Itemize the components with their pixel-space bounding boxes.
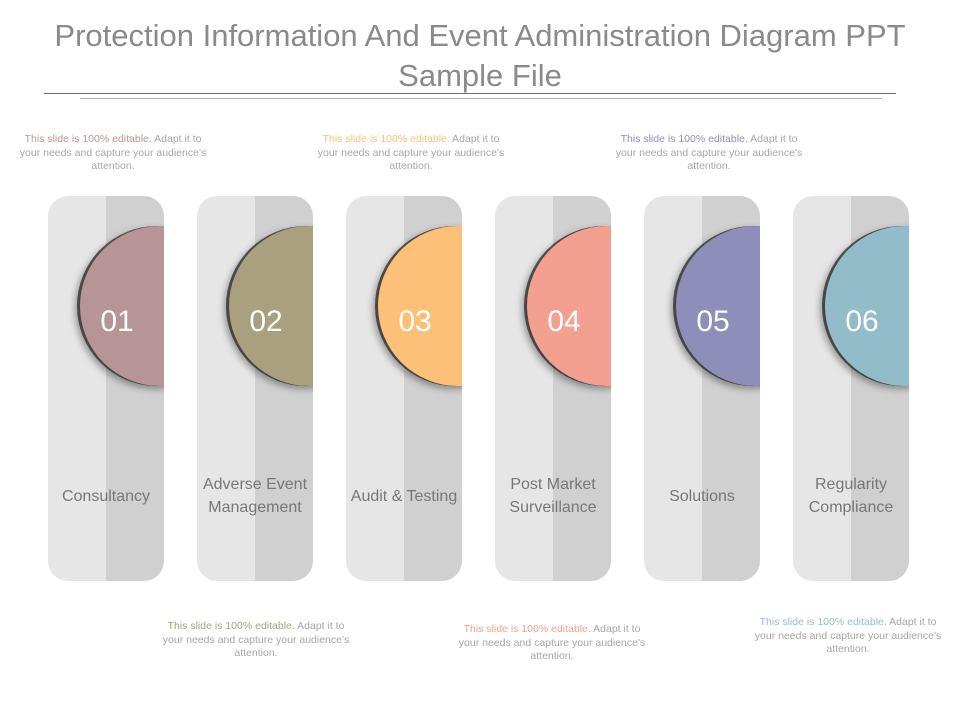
note-2: This slide is 100% editable. Adapt it to…: [161, 620, 351, 661]
note-highlight: This slide is 100% editable.: [463, 623, 591, 635]
step-card-6: 06 Regularity Compliance: [793, 196, 909, 581]
note-text: Adapt it to your needs and capture your …: [615, 133, 803, 172]
note-4: This slide is 100% editable. Adapt it to…: [457, 623, 647, 664]
note-text: Adapt it to your needs and capture your …: [19, 133, 207, 172]
step-card-4: 04 Post Market Surveillance: [495, 196, 611, 581]
step-card-3: 03 Audit & Testing: [346, 196, 462, 581]
note-text: Adapt it to your needs and capture your …: [162, 620, 350, 659]
step-label-text: Audit & Testing: [350, 487, 458, 505]
step-label-text: Regularity Compliance: [808, 476, 894, 516]
step-number: 06: [845, 305, 879, 338]
step-card-2: 02 Adverse Event Management: [197, 196, 313, 581]
step-label: Post Market Surveillance: [495, 464, 611, 528]
step-label-text: Adverse Event Management: [202, 476, 308, 516]
step-label: Regularity Compliance: [793, 464, 909, 528]
step-number: 02: [249, 305, 283, 338]
note-highlight: This slide is 100% editable.: [620, 133, 748, 145]
note-highlight: This slide is 100% editable.: [759, 616, 887, 628]
note-6: This slide is 100% editable. Adapt it to…: [753, 616, 943, 657]
note-text: Adapt it to your needs and capture your …: [317, 133, 505, 172]
step-number: 01: [100, 305, 134, 338]
note-highlight: This slide is 100% editable.: [167, 620, 295, 632]
note-1: This slide is 100% editable. Adapt it to…: [18, 133, 208, 174]
step-label: Adverse Event Management: [197, 464, 313, 528]
step-card-1: 01 Consultancy: [48, 196, 164, 581]
step-label: Consultancy: [48, 464, 164, 528]
slide-title: Protection Information And Event Adminis…: [54, 18, 906, 93]
step-number: 04: [547, 305, 581, 338]
title-rule-top: [44, 93, 896, 94]
note-highlight: This slide is 100% editable.: [322, 133, 450, 145]
step-label-text: Consultancy: [61, 487, 151, 505]
step-card-5: 05 Solutions: [644, 196, 760, 581]
step-label-text: Post Market Surveillance: [509, 476, 597, 516]
step-label-text: Solutions: [669, 487, 735, 505]
step-label: Audit & Testing: [346, 464, 462, 528]
note-highlight: This slide is 100% editable.: [24, 133, 152, 145]
step-label: Solutions: [644, 464, 760, 528]
title-rule-bottom: [80, 98, 882, 99]
step-number: 05: [696, 305, 730, 338]
note-5: This slide is 100% editable. Adapt it to…: [614, 133, 804, 174]
step-number: 03: [398, 305, 432, 338]
note-text: Adapt it to your needs and capture your …: [754, 616, 942, 655]
note-3: This slide is 100% editable. Adapt it to…: [316, 133, 506, 174]
note-text: Adapt it to your needs and capture your …: [458, 623, 646, 662]
